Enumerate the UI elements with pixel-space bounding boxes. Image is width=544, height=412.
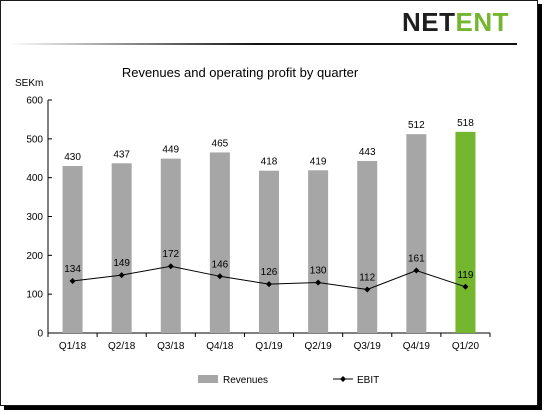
x-tick-label: Q4/18: [206, 341, 234, 352]
logo-text-ent: ENT: [455, 7, 509, 37]
y-tick-label: 100: [26, 290, 43, 301]
y-tick-label: 500: [26, 134, 43, 145]
bar: [62, 166, 83, 333]
x-tick-label: Q1/18: [59, 341, 87, 352]
legend-label-ebit: EBIT: [357, 375, 379, 386]
bar: [357, 160, 378, 333]
ebit-point: [69, 277, 76, 284]
x-tick-label: Q3/18: [157, 341, 185, 352]
ebit-point: [364, 286, 371, 293]
y-tick-label: 600: [26, 96, 43, 107]
header-rule: [9, 43, 517, 45]
logo-text-net: NET: [402, 7, 456, 37]
bar-value-label: 465: [212, 138, 229, 149]
bar: [308, 170, 329, 333]
ebit-point: [118, 272, 125, 279]
ebit-point: [413, 267, 420, 274]
ebit-value-label: 119: [457, 270, 473, 281]
bar-value-label: 443: [359, 147, 376, 158]
ebit-value-label: 161: [408, 253, 425, 264]
bar: [406, 134, 427, 333]
x-tick-label: Q4/19: [403, 341, 431, 352]
x-tick-label: Q2/18: [108, 341, 136, 352]
bar: [259, 170, 279, 333]
plot-area: 0 100 200 300 400 500 600 430 437 449 465 418 419 443…: [26, 96, 491, 352]
chart: Revenues and operating profit by quarter…: [15, 65, 491, 386]
bar-value-label: 449: [162, 145, 179, 156]
bar: [111, 163, 132, 333]
chart-title: Revenues and operating profit by quarter: [122, 65, 359, 80]
ebit-point: [167, 263, 174, 270]
legend-marker-ebit: [340, 376, 346, 382]
bar-value-label: 430: [64, 152, 81, 163]
ebit-value-label: 130: [310, 266, 327, 277]
bar: [209, 152, 230, 333]
x-tick-label: Q1/19: [255, 341, 283, 352]
bar-value-label: 518: [457, 118, 474, 129]
y-tick-label: 300: [26, 212, 43, 223]
x-tick-label: Q3/19: [354, 341, 382, 352]
x-tick-label: Q1/20: [452, 341, 480, 352]
slide: NET ENT Revenues and operating profit by …: [0, 0, 538, 406]
legend: Revenues EBIT: [198, 375, 379, 386]
bar: [455, 131, 476, 333]
netent-logo: NET ENT: [402, 9, 509, 35]
ebit-value-label: 112: [359, 273, 375, 284]
legend-swatch-revenues: [198, 375, 218, 383]
ebit-value-label: 126: [261, 267, 278, 278]
bar-value-label: 419: [310, 156, 327, 167]
ebit-point: [315, 279, 322, 286]
y-tick-label: 200: [26, 251, 43, 262]
ebit-point: [216, 273, 223, 280]
ebit-value-label: 134: [64, 264, 81, 275]
header-rule-fade: [9, 43, 259, 45]
bar-value-label: 418: [261, 157, 278, 168]
bar: [160, 158, 181, 333]
ebit-value-label: 172: [162, 249, 179, 260]
ebit-point: [266, 281, 272, 288]
y-axis-label: SEKm: [15, 78, 43, 89]
bar-value-label: 512: [408, 120, 425, 131]
ebit-value-label: 146: [212, 259, 229, 270]
bar-value-label: 437: [113, 149, 130, 160]
x-tick-label: Q2/19: [304, 341, 332, 352]
legend-label-revenues: Revenues: [223, 375, 268, 386]
y-tick-label: 0: [37, 329, 43, 340]
ebit-value-label: 149: [113, 258, 130, 269]
ebit-point: [462, 283, 469, 290]
y-tick-label: 400: [26, 173, 43, 184]
